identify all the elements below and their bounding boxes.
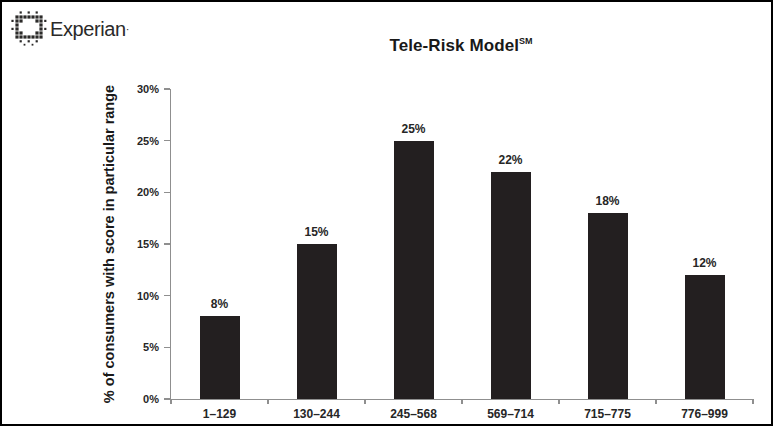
experian-logo-text: Experian [50, 19, 126, 39]
y-axis-tick [164, 347, 170, 349]
bar-value-label: 12% [692, 256, 716, 270]
y-axis-tick [164, 295, 170, 297]
x-axis-category-label: 776–999 [681, 407, 728, 421]
x-axis-tick [170, 399, 172, 404]
y-axis-tick-label: 10% [119, 289, 159, 303]
experian-logo: Experian· [11, 11, 129, 47]
x-axis-tick [752, 399, 754, 404]
x-axis-category-label: 245–568 [390, 407, 437, 421]
bar [200, 316, 240, 399]
bar [297, 244, 337, 399]
chart-title: Tele-Risk ModelSM [170, 36, 752, 56]
report-page: Experian· Tele-Risk ModelSM % of consume… [0, 0, 773, 426]
bar-value-label: 8% [211, 297, 228, 311]
experian-dotted-square-logo-icon [11, 11, 47, 47]
y-axis-tick [164, 243, 170, 245]
x-axis-tick [558, 399, 560, 404]
chart-title-text: Tele-Risk Model [389, 36, 519, 55]
y-axis-tick-label: 5% [119, 340, 159, 354]
bar-value-label: 22% [498, 153, 522, 167]
x-axis-category-label: 1–129 [203, 407, 236, 421]
bar-value-label: 18% [595, 194, 619, 208]
bar [685, 275, 725, 399]
y-axis-tick [164, 192, 170, 194]
x-axis-category-label: 715–775 [584, 407, 631, 421]
bar [588, 213, 628, 399]
y-axis-tick-label: 30% [119, 82, 159, 96]
y-axis-tick-label: 15% [119, 237, 159, 251]
x-axis-category-label: 130–244 [293, 407, 340, 421]
y-axis-tick-label: 25% [119, 134, 159, 148]
x-axis-category-label: 569–714 [487, 407, 534, 421]
x-axis-tick [364, 399, 366, 404]
bar-value-label: 15% [304, 225, 328, 239]
x-axis-tick [461, 399, 463, 404]
chart-title-superscript: SM [519, 36, 533, 46]
y-axis-tick-label: 0% [119, 392, 159, 406]
y-axis-tick [164, 88, 170, 90]
bar [394, 141, 434, 399]
y-axis-tick [164, 398, 170, 400]
x-axis-tick [655, 399, 657, 404]
experian-trademark-dot: · [126, 24, 130, 35]
x-axis-tick [267, 399, 269, 404]
y-axis-tick-label: 20% [119, 185, 159, 199]
y-axis-title: % of consumers with score in particular … [101, 85, 117, 403]
y-axis-tick [164, 140, 170, 142]
bar-value-label: 25% [401, 122, 425, 136]
bar [491, 172, 531, 399]
plot-area: 0%5%10%15%20%25%30%8%1–12915%130–24425%2… [170, 89, 753, 400]
